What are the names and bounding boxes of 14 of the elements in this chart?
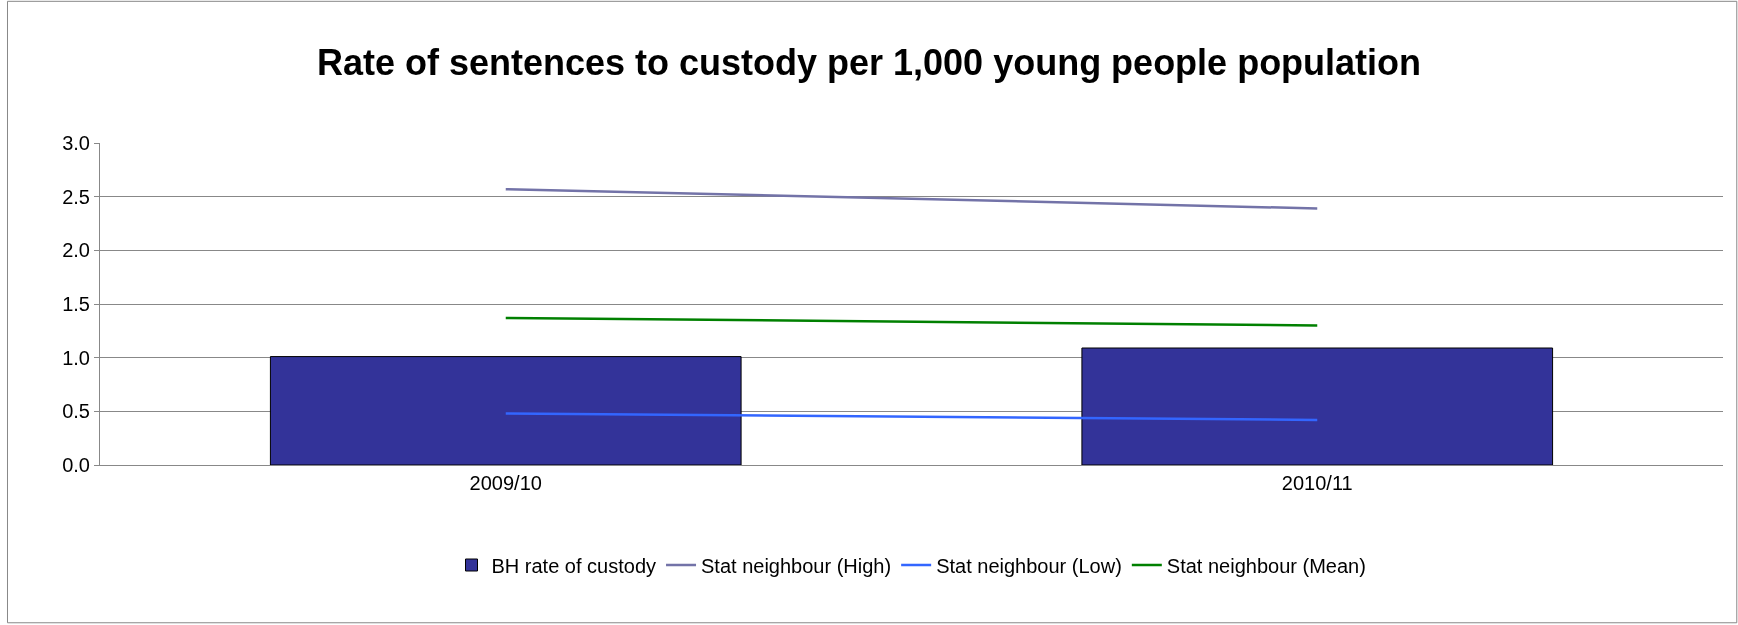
legend-label: BH rate of custody — [491, 554, 657, 577]
y-tick-label: 0.0 — [62, 454, 90, 476]
legend-label: Stat neighbour (Low) — [936, 554, 1122, 577]
x-tick-label: 2009/10 — [469, 472, 542, 494]
y-tick-label: 0.5 — [62, 400, 90, 423]
y-tick-label: 2.5 — [62, 185, 90, 208]
legend-label: Stat neighbour (Mean) — [1166, 554, 1366, 577]
y-tick-label: 3.0 — [62, 132, 90, 154]
legend-label: Stat neighbour (High) — [701, 554, 892, 577]
y-tick-label: 2.0 — [62, 239, 90, 262]
x-tick-label: 2010/11 — [1281, 472, 1353, 494]
y-tick-label: 1.5 — [62, 293, 90, 315]
chart-title: Rate of sentences to custody per 1,000 young people population — [316, 42, 1422, 84]
y-tick-label: 1.0 — [62, 346, 90, 369]
